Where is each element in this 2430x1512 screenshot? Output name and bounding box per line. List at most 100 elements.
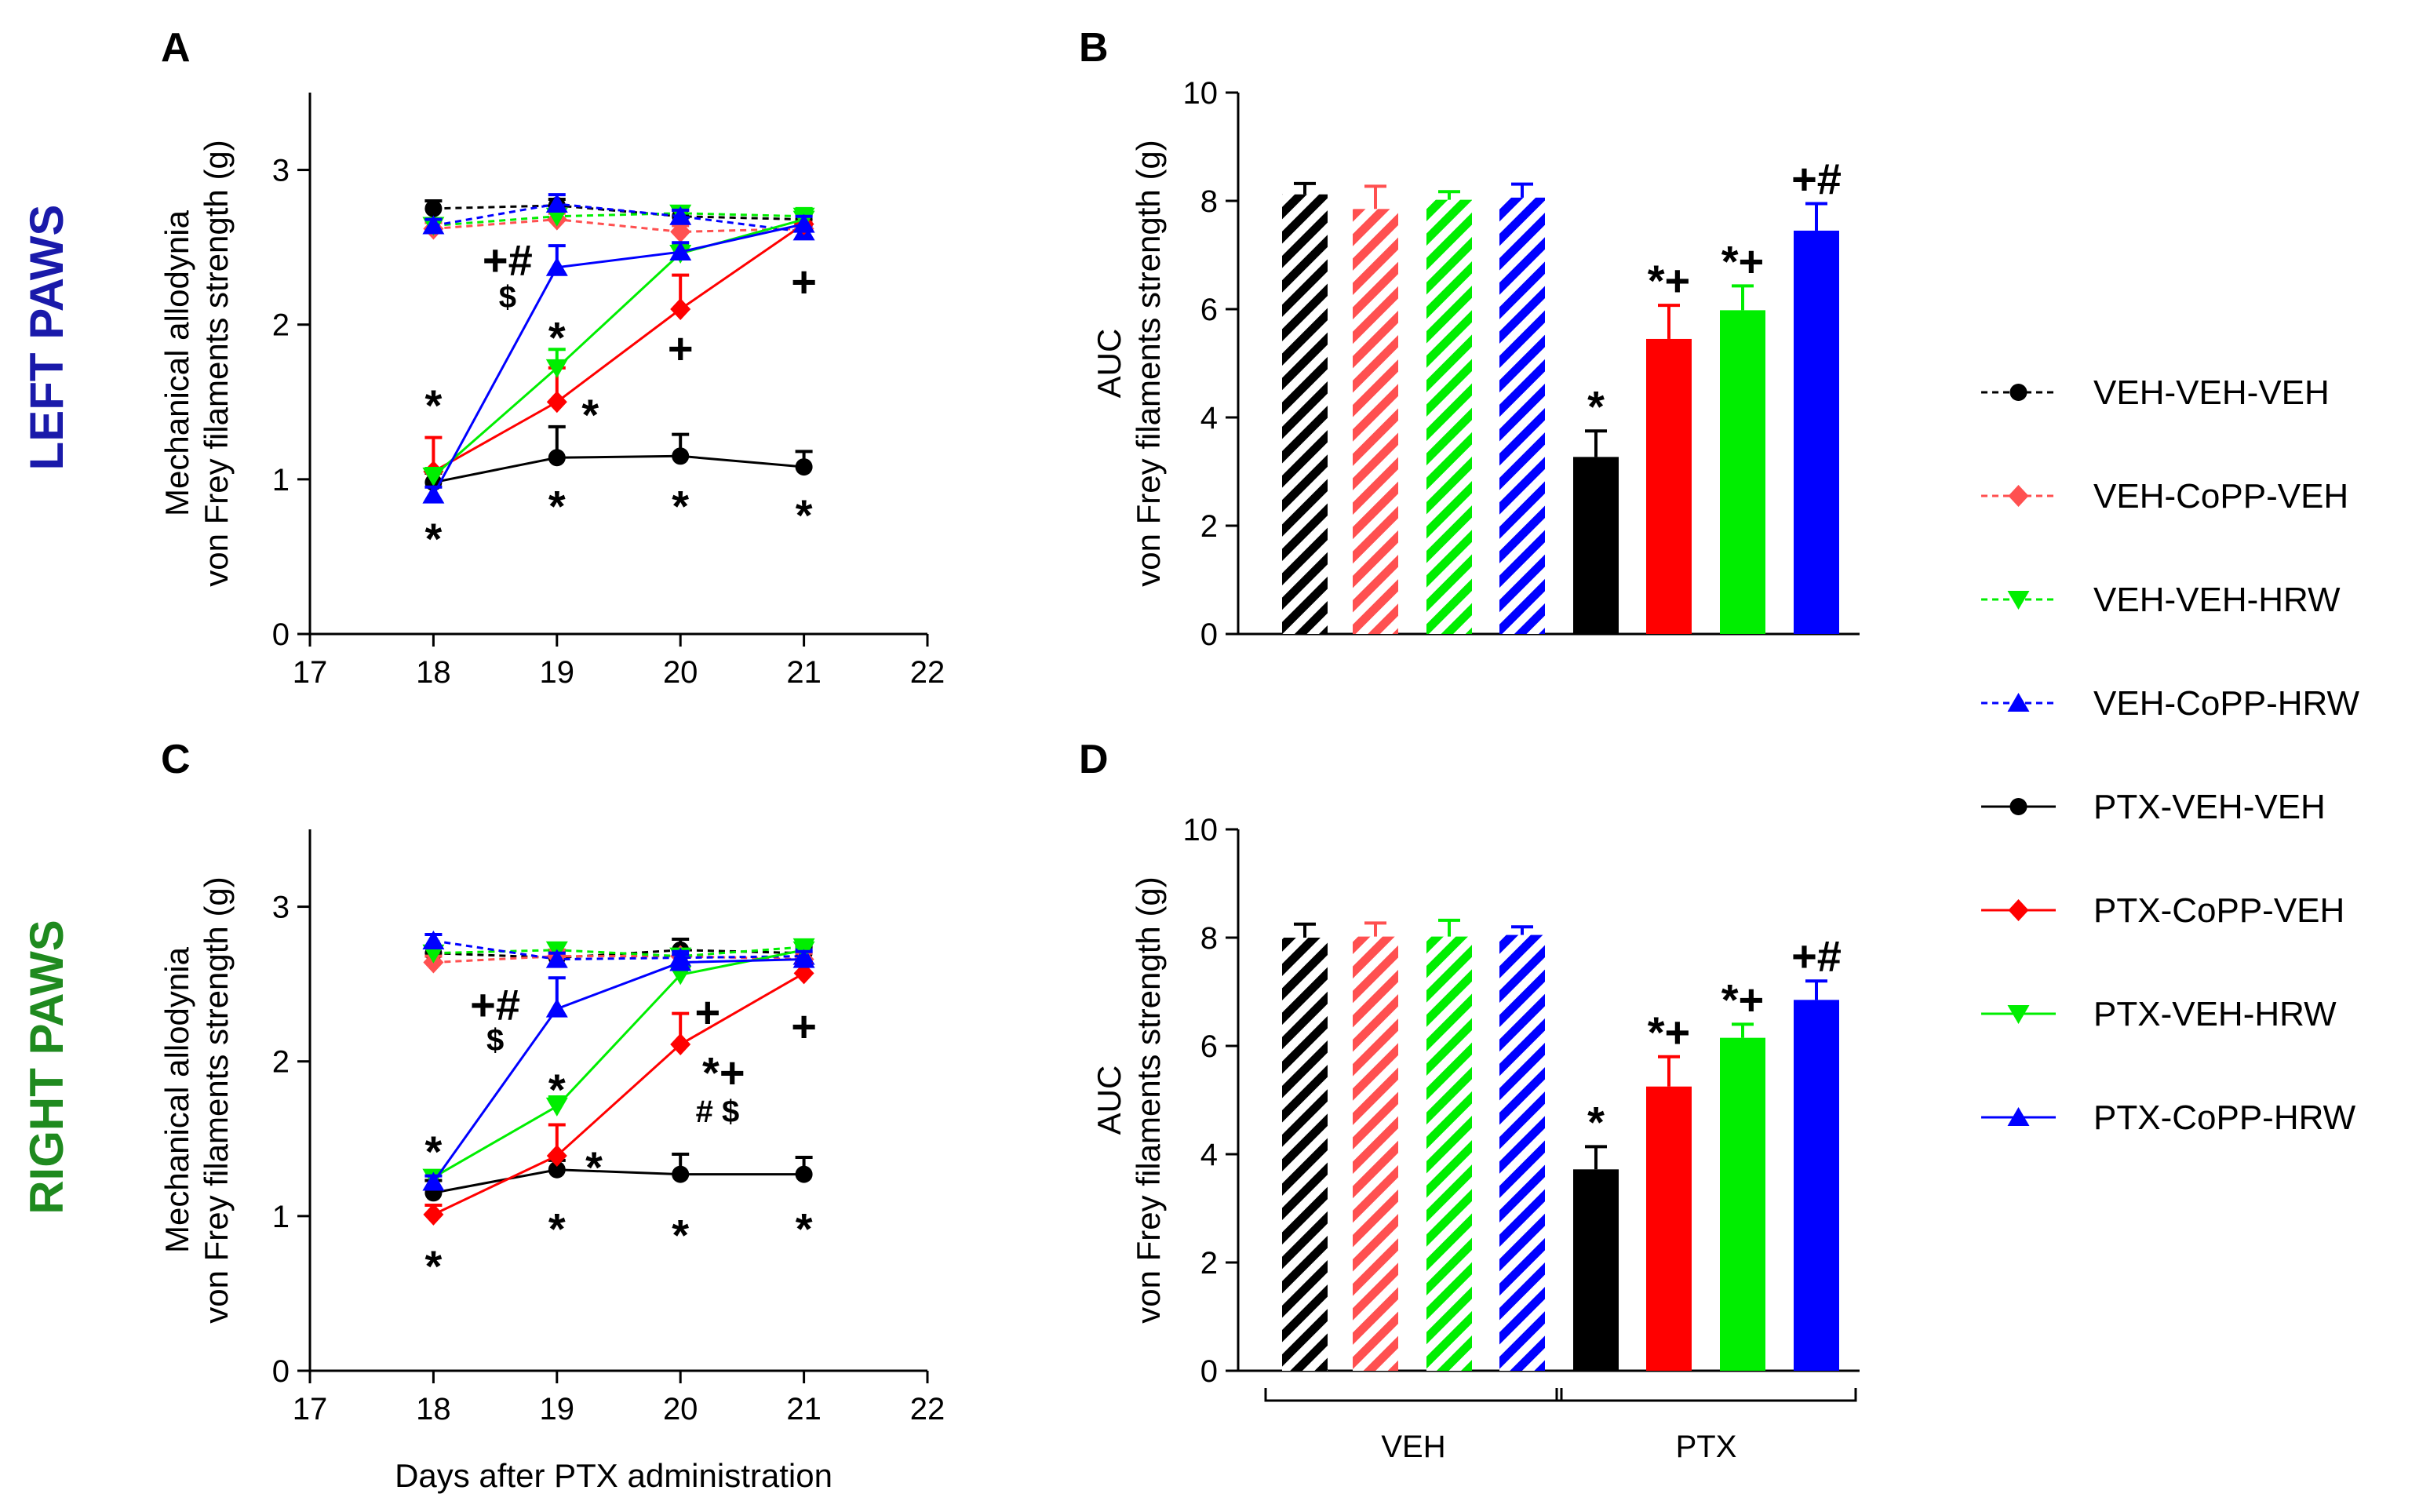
significance-mark-a-9: +: [791, 257, 817, 307]
data-point-a-ptx-copp-hrw-21: [792, 213, 815, 233]
bar-b-veh-veh-veh: [1282, 194, 1328, 635]
bar-b-ptx-veh-hrw: [1720, 310, 1765, 634]
y-axis-label-d-line1: AUC: [1091, 1066, 1128, 1135]
series-line-a-veh-copp-hrw: [433, 202, 804, 233]
series-line-a-veh-veh-veh: [433, 204, 804, 221]
significance-mark-a-4: *: [548, 312, 566, 362]
bar-b-ptx-copp-hrw: [1794, 230, 1839, 634]
bar-d-ptx-copp-veh: [1646, 1086, 1692, 1371]
significance-mark-a-3: $: [499, 280, 516, 315]
series-a-ptx-veh-veh: [424, 424, 813, 491]
data-point-a-ptx-veh-veh-21: [795, 458, 813, 476]
y-tick-label-c-1: 1: [272, 1200, 290, 1234]
legend-marker-veh-veh-hrw: [2007, 591, 2030, 610]
series-c-ptx-veh-veh: [424, 1153, 813, 1202]
y-tick-label-c-0: 0: [272, 1354, 290, 1389]
data-point-c-ptx-copp-hrw-20: [669, 952, 692, 971]
significance-mark-c-10: *: [672, 1211, 689, 1260]
series-line-c-ptx-veh-veh: [433, 1168, 804, 1194]
significance-mark-c-2: +#: [470, 980, 520, 1029]
side-label-left-paws: LEFT PAWS: [20, 205, 73, 471]
bar-d-ptx-veh-hrw: [1720, 1037, 1765, 1371]
data-point-c-ptx-copp-veh-19: [546, 1144, 567, 1167]
series-c-ptx-copp-hrw: [422, 949, 815, 1191]
significance-mark-a-8: *: [672, 481, 689, 530]
y-tick-label-b-6: 6: [1200, 293, 1218, 327]
data-point-c-ptx-veh-veh-21: [795, 1165, 813, 1183]
significance-mark-c-5: *: [585, 1142, 603, 1192]
bar-d-ptx-veh-veh: [1573, 1169, 1619, 1371]
significance-mark-c-7: +: [694, 988, 720, 1037]
series-line-a-veh-veh-hrw: [433, 212, 804, 228]
y-tick-label-a-0: 0: [272, 618, 290, 652]
y-tick-label-d-0: 0: [1200, 1354, 1218, 1389]
series-line-c-ptx-copp-veh: [432, 972, 805, 1216]
bar-significance-b-4: *: [1587, 381, 1605, 431]
y-tick-label-a-1: 1: [272, 463, 290, 497]
y-axis-label-c-line1: Mechanical allodynia: [158, 946, 195, 1253]
significance-mark-c-3: $: [486, 1023, 504, 1058]
data-point-c-ptx-copp-hrw-18: [422, 1171, 445, 1191]
data-point-a-ptx-copp-hrw-20: [669, 242, 692, 261]
significance-mark-c-1: *: [425, 1241, 443, 1291]
chart-panel-a: 0 1 2 3 17 18 19 20 21 22 Mechanical allodynia von …: [158, 93, 945, 690]
x-tick-label-a-19: 19: [540, 655, 575, 690]
y-tick-label-d-8: 8: [1200, 921, 1218, 956]
chart-panel-d: 0 2 4 6 8 10 AUC von Frey filaments strength (g…: [1091, 813, 1860, 1464]
series-c-veh-copp-hrw: [422, 930, 815, 968]
series-line-c-veh-copp-hrw: [433, 939, 804, 961]
data-point-c-ptx-copp-hrw-21: [792, 949, 815, 968]
x-tick-label-c-21: 21: [786, 1392, 822, 1426]
legend-marker-veh-veh-veh: [2009, 384, 2027, 401]
panel-letter-b: B: [1079, 25, 1109, 71]
series-line-a-ptx-copp-veh: [432, 223, 805, 473]
bar-d-veh-veh-hrw: [1426, 936, 1472, 1371]
data-point-a-ptx-veh-hrw-18: [422, 467, 445, 486]
x-tick-label-a-22: 22: [910, 655, 945, 690]
y-tick-label-d-10: 10: [1183, 813, 1219, 847]
bar-d-veh-copp-hrw: [1499, 935, 1545, 1371]
bar-b-veh-veh-hrw: [1426, 199, 1472, 634]
y-axis-label-a-line1: Mechanical allodynia: [158, 209, 195, 516]
series-line-c-ptx-veh-hrw: [432, 949, 804, 1179]
x-tick-label-a-17: 17: [293, 655, 328, 690]
legend-label-ptx-veh-hrw: PTX-VEH-HRW: [2093, 995, 2337, 1033]
legend: VEH-VEH-VEH VEH-CoPP-VEH VEH-VEH-HRW VEH-Co…: [1981, 373, 2359, 1137]
data-point-a-ptx-copp-hrw-19: [545, 257, 568, 276]
legend-item-veh-copp-veh: VEH-CoPP-VEH: [1981, 477, 2348, 516]
x-tick-label-a-20: 20: [663, 655, 698, 690]
bar-significance-d-5: *+: [1648, 1007, 1691, 1057]
data-point-a-veh-copp-hrw-20: [669, 206, 692, 225]
legend-label-ptx-copp-veh: PTX-CoPP-VEH: [2093, 891, 2344, 930]
data-point-c-ptx-copp-hrw-19: [545, 998, 568, 1018]
legend-label-veh-veh-hrw: VEH-VEH-HRW: [2093, 581, 2341, 619]
chart-panel-b: 0 2 4 6 8 10 AUC von Frey filaments strength (g…: [1091, 76, 1860, 652]
significance-mark-c-8: *+: [702, 1048, 745, 1098]
significance-mark-c-12: *: [796, 1204, 813, 1254]
x-tick-label-c-19: 19: [540, 1392, 575, 1426]
legend-label-ptx-copp-hrw: PTX-CoPP-HRW: [2093, 1098, 2356, 1137]
legend-item-veh-veh-hrw: VEH-VEH-HRW: [1981, 581, 2341, 619]
data-point-c-ptx-veh-veh-19: [548, 1160, 566, 1179]
significance-mark-c-4: *: [548, 1065, 566, 1114]
y-tick-label-b-4: 4: [1200, 401, 1218, 435]
series-line-c-veh-veh-hrw: [433, 945, 804, 958]
legend-marker-ptx-copp-veh: [2008, 899, 2029, 921]
legend-marker-veh-copp-hrw: [2007, 693, 2030, 712]
significance-mark-a-0: *: [425, 381, 443, 430]
panel-letter-c: C: [161, 737, 191, 782]
group-bracket-d-0: [1264, 1388, 1563, 1402]
significance-mark-a-5: *: [581, 390, 599, 439]
legend-item-veh-veh-veh: VEH-VEH-VEH: [1981, 373, 2330, 412]
data-point-c-ptx-copp-veh-18: [423, 1203, 444, 1226]
side-label-right-paws: RIGHT PAWS: [20, 920, 73, 1215]
legend-marker-ptx-veh-hrw: [2007, 1005, 2030, 1024]
data-point-c-ptx-veh-hrw-19: [545, 1097, 568, 1117]
chart-panel-c: 0 1 2 3 17 18 19 20 21 22 Mechanical allodynia von …: [158, 829, 945, 1426]
data-point-a-ptx-veh-hrw-19: [545, 359, 568, 378]
bar-significance-b-5: *+: [1648, 256, 1691, 305]
series-line-c-ptx-copp-hrw: [432, 958, 804, 1183]
legend-marker-ptx-veh-veh: [2009, 798, 2027, 815]
data-point-c-ptx-veh-veh-20: [672, 1165, 690, 1183]
